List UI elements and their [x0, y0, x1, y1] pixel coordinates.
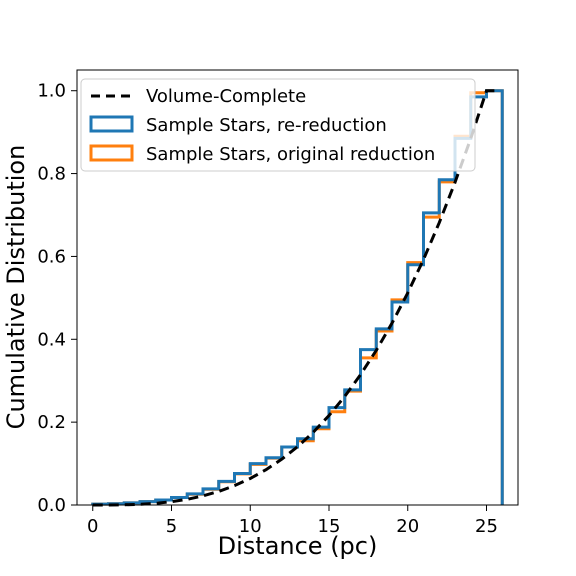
- x-tick-label: 5: [166, 516, 177, 537]
- y-tick-label: 1.0: [37, 81, 66, 102]
- legend-re-reduction-swatch: [89, 115, 134, 133]
- y-axis-label: Cumulative Distribution: [2, 145, 30, 430]
- x-axis-label: Distance (pc): [218, 532, 378, 560]
- plot-border: [76, 69, 519, 506]
- x-tick-label: 20: [396, 516, 419, 537]
- series-volume-complete-line: [92, 89, 495, 507]
- y-axis: 0.0 0.2 0.4 0.6 0.8 1.0: [37, 81, 77, 516]
- legend: Volume-Complete Sample Stars, re-reducti…: [80, 78, 476, 172]
- legend-original-reduction-swatch: [89, 144, 134, 162]
- series-re-reduction-step: [91, 89, 504, 506]
- y-tick-label: 0.4: [37, 329, 66, 350]
- y-tick-label: 0.6: [37, 246, 66, 267]
- x-tick-label: 25: [475, 516, 498, 537]
- x-axis: 0 5 10 15 20 25: [87, 505, 498, 537]
- series-layer: [91, 89, 504, 507]
- x-tick-label: 10: [239, 516, 262, 537]
- legend-volume-complete-label: Volume-Complete: [146, 86, 306, 107]
- legend-re-reduction-label: Sample Stars, re-reduction: [146, 115, 387, 136]
- legend-original-reduction-label: Sample Stars, original reduction: [146, 144, 435, 165]
- y-tick-label: 0.8: [37, 164, 66, 185]
- y-tick-label: 0.2: [37, 412, 66, 433]
- x-tick-label: 0: [87, 516, 98, 537]
- legend-box: [80, 78, 476, 172]
- x-tick-label: 15: [318, 516, 341, 537]
- y-tick-label: 0.0: [37, 495, 66, 516]
